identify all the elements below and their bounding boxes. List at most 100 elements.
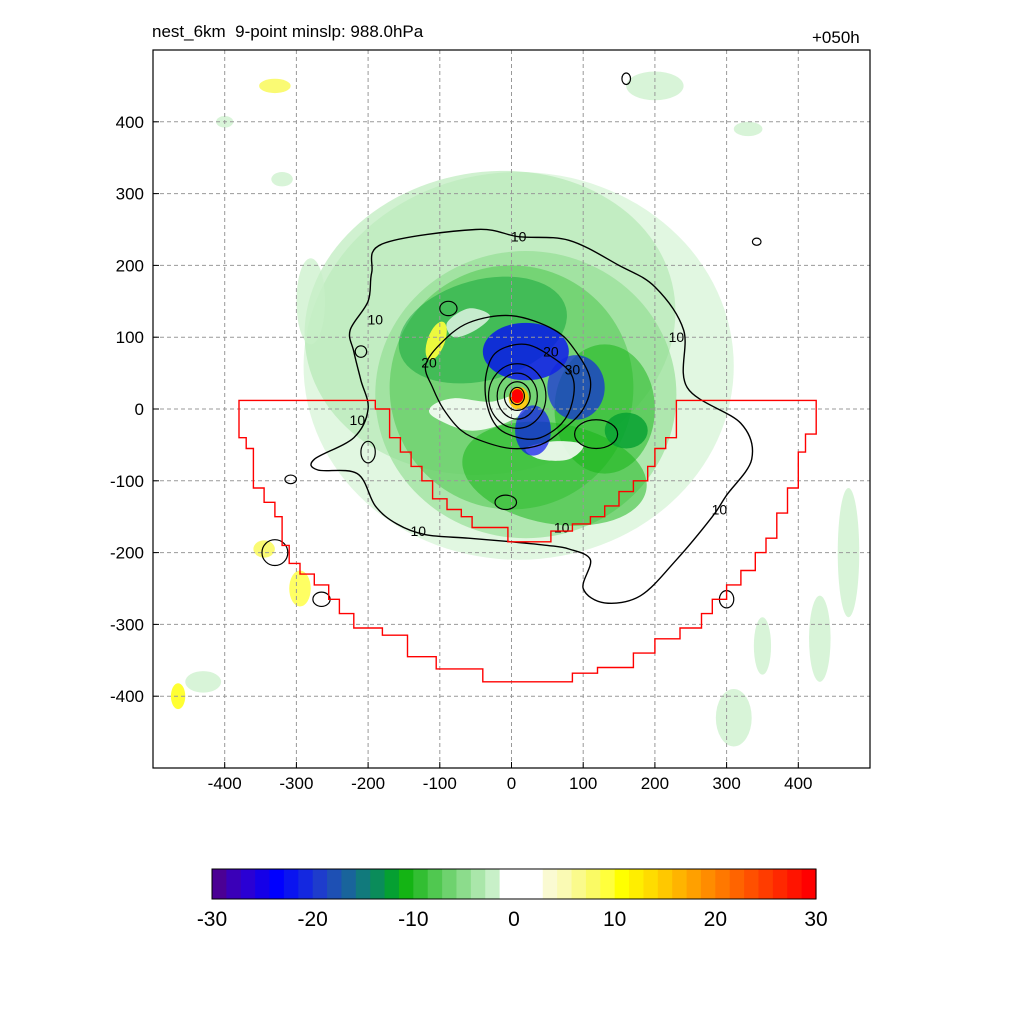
outer-patch — [185, 671, 222, 693]
positive-patch — [289, 570, 311, 607]
colorbar-swatch — [499, 869, 515, 899]
storm-eye — [511, 389, 524, 404]
contour-small — [751, 237, 762, 246]
colorbar-tick-label: -20 — [297, 908, 327, 931]
forecast-hour-label: +050h — [812, 28, 860, 47]
colorbar-swatch — [255, 869, 271, 899]
contour-inner — [503, 381, 531, 412]
colorbar-swatch — [744, 869, 760, 899]
colorbar-swatch — [700, 869, 716, 899]
x-tick-label: 0 — [507, 774, 516, 793]
colorbar-swatch — [370, 869, 386, 899]
y-tick-label: -100 — [110, 472, 144, 491]
contour-lines: 10 10 10 20 20 30 10 10 10 10 — [261, 72, 762, 609]
contour-label: 20 — [421, 354, 437, 370]
colorbar-swatch — [729, 869, 745, 899]
colorbar-swatch — [226, 869, 242, 899]
colorbar-swatch — [758, 869, 774, 899]
colorbar-swatch — [470, 869, 486, 899]
colorbar-swatch — [341, 869, 357, 899]
domain-boundary — [238, 399, 817, 683]
colorbar-swatch — [514, 869, 529, 899]
colorbar-swatch — [355, 869, 371, 899]
y-tick-label: 200 — [116, 256, 144, 275]
x-tick-label: -400 — [208, 774, 242, 793]
contour-small — [284, 474, 298, 485]
contour-small — [439, 300, 458, 317]
contour-inner — [509, 386, 526, 406]
colorbar-swatch — [715, 869, 731, 899]
positive-patch — [253, 540, 275, 558]
colorbar-swatch — [456, 869, 472, 899]
positive-patch — [425, 321, 447, 360]
colorbar-tick-label: 0 — [508, 908, 520, 931]
contour-label: 30 — [565, 362, 581, 378]
colorbar-swatch — [240, 869, 256, 899]
contour-label: 10 — [411, 523, 427, 539]
colorbar-swatch — [528, 869, 544, 899]
contour-label: 10 — [712, 502, 728, 518]
colorbar-tick-label: -10 — [398, 908, 428, 931]
colorbar-swatch — [787, 869, 803, 899]
y-tick-label: -300 — [110, 615, 144, 634]
y-tick-label: -200 — [110, 544, 144, 563]
contour-small — [573, 419, 619, 450]
y-tick-label: 0 — [135, 400, 144, 419]
outer-patch — [296, 258, 326, 345]
outer-patch — [733, 121, 763, 137]
colorbar-swatch — [327, 869, 343, 899]
colorbar-swatch — [614, 869, 630, 899]
colorbar-swatch — [557, 869, 573, 899]
colorbar-swatch — [442, 869, 458, 899]
colorbar-swatch — [585, 869, 601, 899]
axis-ticks: -400 -300 -200 -100 0 100 200 300 400-400-300-20… — [110, 113, 813, 793]
contour-30 — [484, 343, 575, 440]
colorbar-frame — [211, 868, 817, 900]
colorbar-swatch — [298, 869, 314, 899]
contour-label: 10 — [669, 329, 685, 345]
contour-inner — [496, 372, 538, 420]
colorbar-swatch — [485, 869, 501, 899]
colorbar-swatch — [413, 869, 429, 899]
positive-patch — [170, 683, 186, 710]
x-tick-label: 300 — [712, 774, 740, 793]
positive-patch — [259, 78, 291, 94]
colorbar-swatch — [542, 869, 558, 899]
contour-label: 10 — [350, 412, 366, 428]
chart-title: nest_6km 9-point minslp: 988.0hPa — [152, 22, 424, 41]
contour-label: 10 — [511, 229, 527, 245]
y-tick-label: 400 — [116, 113, 144, 132]
colorbar: -30 -20 -10 0 10 20 30 — [197, 868, 828, 931]
colorbar-swatch — [772, 869, 788, 899]
colorbar-tick-label: 20 — [704, 908, 727, 931]
contour-20 — [424, 314, 592, 450]
x-tick-label: 400 — [784, 774, 812, 793]
colorbar-swatch — [212, 869, 227, 899]
colorbar-swatch — [283, 869, 299, 899]
colorbar-tick-label: 30 — [804, 908, 827, 931]
contour-small — [494, 494, 518, 511]
colorbar-swatch — [384, 869, 400, 899]
outer-patch — [271, 172, 293, 187]
outer-patch — [715, 689, 752, 747]
x-tick-label: -100 — [423, 774, 457, 793]
strong-inflow-core — [547, 355, 605, 420]
colorbar-swatch — [269, 869, 285, 899]
outer-patch — [753, 617, 772, 675]
colorbar-swatch — [312, 869, 328, 899]
colorbar-swatch — [600, 869, 616, 899]
colorbar-swatch — [672, 869, 688, 899]
colorbar-swatch — [801, 869, 817, 899]
outer-patch — [809, 595, 831, 682]
contour-10-outer — [310, 228, 754, 604]
contour-small — [312, 591, 331, 608]
contour-small — [360, 440, 376, 464]
rainband — [604, 412, 648, 449]
contour-small — [261, 539, 289, 567]
x-tick-label: -300 — [279, 774, 313, 793]
contour-label: 10 — [367, 311, 383, 327]
colorbar-tick-label: 10 — [603, 908, 626, 931]
colorbar-swatch — [571, 869, 587, 899]
contour-inner — [487, 363, 547, 429]
y-tick-label: -400 — [110, 687, 144, 706]
